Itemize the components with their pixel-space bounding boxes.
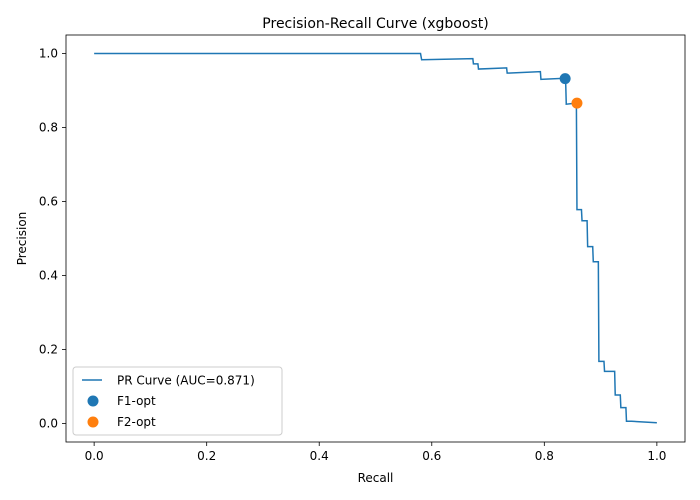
x-tick-label: 0.0 bbox=[85, 449, 104, 463]
x-tick-label: 0.8 bbox=[535, 449, 554, 463]
y-tick-label: 1.0 bbox=[39, 47, 58, 61]
legend-marker-f1 bbox=[87, 395, 99, 407]
y-tick-label: 0.2 bbox=[39, 343, 58, 357]
axis-ticks: 0.0 0.2 0.4 0.6 0.8 1.0 0.0 0.2 0.4 0.6 0.8 1.0 bbox=[39, 47, 667, 464]
legend-label-f2-opt: F2-opt bbox=[117, 415, 156, 429]
y-axis-title: Precision bbox=[15, 212, 29, 266]
x-axis-title: Recall bbox=[358, 471, 394, 485]
f1-opt-point bbox=[559, 73, 571, 85]
x-tick-label: 0.4 bbox=[310, 449, 329, 463]
y-tick-label: 0.6 bbox=[39, 195, 58, 209]
f2-opt-point bbox=[571, 97, 583, 109]
pr-curve-line bbox=[94, 52, 657, 424]
legend-label-f1-opt: F1-opt bbox=[117, 394, 156, 408]
legend-box bbox=[72, 366, 283, 436]
y-tick-label: 0.4 bbox=[39, 269, 58, 283]
chart-title: Precision-Recall Curve (xgboost) bbox=[262, 16, 488, 32]
legend-marker-f2 bbox=[87, 416, 99, 428]
x-tick-label: 1.0 bbox=[647, 449, 666, 463]
legend: PR Curve (AUC=0.871) F1-opt F2-opt bbox=[72, 366, 283, 436]
y-tick-label: 0.8 bbox=[39, 121, 58, 135]
x-tick-label: 0.2 bbox=[197, 449, 216, 463]
y-tick-label: 0.0 bbox=[39, 417, 58, 431]
plot-frame bbox=[65, 34, 686, 443]
optimal-threshold-markers bbox=[559, 73, 583, 109]
x-tick-label: 0.6 bbox=[422, 449, 441, 463]
legend-label-pr-curve: PR Curve (AUC=0.871) bbox=[117, 374, 255, 388]
